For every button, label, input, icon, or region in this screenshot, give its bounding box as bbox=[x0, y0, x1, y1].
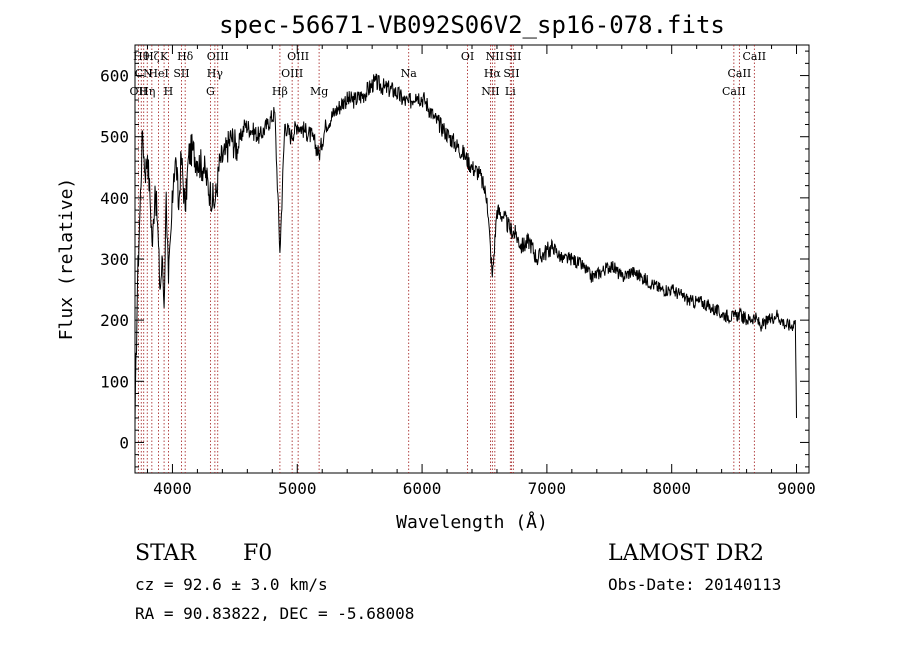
y-tick-label: 500 bbox=[100, 128, 129, 147]
line-label-1: Hθ bbox=[133, 50, 150, 63]
line-label-23: SII bbox=[503, 67, 519, 80]
line-label-17: Na bbox=[401, 67, 418, 80]
line-label-16: Mg bbox=[310, 85, 328, 98]
x-tick-label: 9000 bbox=[777, 479, 816, 498]
line-label-11: Hγ bbox=[207, 67, 224, 80]
line-label-22: Li bbox=[505, 85, 516, 98]
y-tick-label: 200 bbox=[100, 311, 129, 330]
line-label-10: G bbox=[206, 85, 215, 98]
line-label-0: OII bbox=[130, 85, 148, 98]
x-tick-label: 6000 bbox=[403, 479, 442, 498]
object-subclass: F0 bbox=[243, 541, 272, 566]
line-label-14: OIII bbox=[281, 67, 303, 80]
line-label-19: NII bbox=[481, 85, 499, 98]
coordinates-text: RA = 90.83822, DEC = -5.68008 bbox=[135, 604, 414, 623]
line-label-6: K bbox=[160, 50, 169, 63]
flux-series bbox=[134, 73, 797, 425]
y-axis-label: Flux (relative) bbox=[56, 178, 77, 341]
y-tick-label: 100 bbox=[100, 372, 129, 391]
line-label-12: OIII bbox=[207, 50, 229, 63]
x-tick-label: 5000 bbox=[278, 479, 317, 498]
line-label-8: SII bbox=[173, 67, 189, 80]
line-label-25: CaII bbox=[722, 85, 746, 98]
line-label-27: CaII bbox=[742, 50, 766, 63]
line-label-20: Hα bbox=[484, 67, 502, 80]
x-tick-label: 4000 bbox=[153, 479, 192, 498]
line-label-2: CN bbox=[135, 67, 153, 80]
spectral-line-markers: OII Hθ CN Hη Hζ HeI K H SII Hδ G Hγ OIII Hβ OIII OIII Mg… bbox=[130, 45, 766, 473]
plot-frame bbox=[134, 44, 810, 474]
x-axis-ticks: 4000 5000 6000 7000 8000 9000 bbox=[146, 45, 816, 498]
line-label-15: OIII bbox=[287, 50, 309, 63]
line-label-9: Hδ bbox=[177, 50, 194, 63]
line-label-7: H bbox=[164, 85, 174, 98]
y-tick-label: 600 bbox=[100, 67, 129, 86]
line-label-26: CaII bbox=[728, 67, 752, 80]
line-label-4: Hζ bbox=[144, 50, 160, 63]
observation-date: Obs-Date: 20140113 bbox=[608, 575, 781, 594]
chart-title: spec-56671-VB092S06V2_sp16-078.fits bbox=[219, 11, 725, 39]
plot-area: OII Hθ CN Hη Hζ HeI K H SII Hδ G Hγ OIII Hβ OIII OIII Mg… bbox=[100, 44, 816, 498]
line-label-18: OI bbox=[461, 50, 474, 63]
line-label-3: Hη bbox=[139, 85, 155, 98]
y-axis-ticks: 0 100 200 300 400 500 600 bbox=[100, 50, 809, 468]
line-label-5: HeI bbox=[148, 67, 168, 80]
survey-name: LAMOST DR2 bbox=[608, 541, 764, 566]
object-class: STAR bbox=[135, 541, 197, 566]
y-tick-label: 0 bbox=[119, 433, 129, 452]
y-tick-label: 400 bbox=[100, 189, 129, 208]
redshift-text: cz = 92.6 ± 3.0 km/s bbox=[135, 575, 328, 594]
line-label-24: SII bbox=[505, 50, 521, 63]
line-label-13: Hβ bbox=[272, 85, 288, 98]
x-tick-label: 8000 bbox=[652, 479, 691, 498]
flux-line bbox=[134, 73, 797, 425]
x-tick-label: 7000 bbox=[528, 479, 567, 498]
line-label-21: NII bbox=[486, 50, 504, 63]
y-tick-label: 300 bbox=[100, 250, 129, 269]
x-axis-label: Wavelength (Å) bbox=[396, 511, 548, 533]
